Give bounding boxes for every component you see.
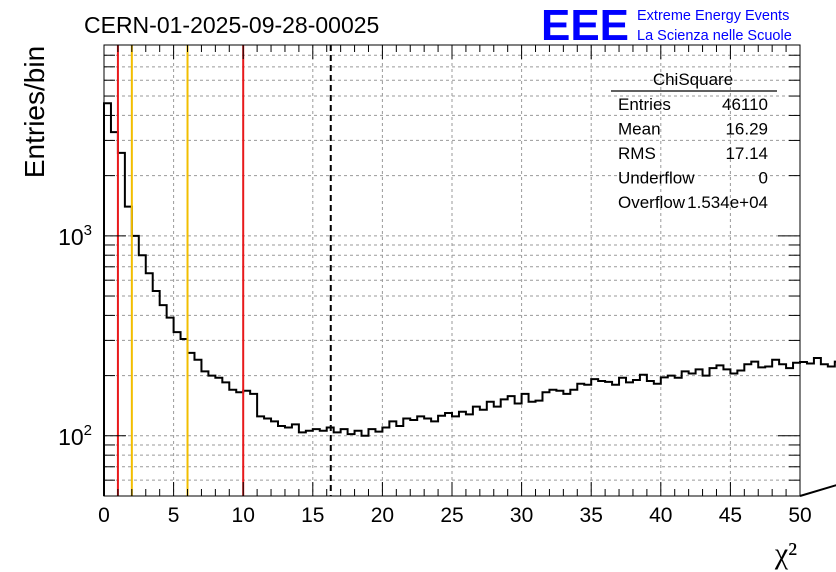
histogram-line bbox=[103, 102, 836, 497]
x-tick-label: 45 bbox=[719, 504, 742, 527]
x-tick-label: 0 bbox=[98, 504, 110, 527]
x-tick-label: 20 bbox=[371, 504, 394, 527]
x-tick-label: 50 bbox=[788, 504, 811, 527]
x-tick-label: 35 bbox=[580, 504, 603, 527]
stats-value: 0 bbox=[759, 169, 768, 188]
stats-value: 46110 bbox=[722, 95, 768, 114]
y-tick-label: 103 bbox=[58, 222, 92, 250]
stats-value: 17.14 bbox=[725, 144, 768, 163]
x-tick-label: 10 bbox=[232, 504, 255, 527]
grid-lines bbox=[104, 45, 800, 496]
x-tick-label: 15 bbox=[301, 504, 324, 527]
axis-ticks bbox=[103, 45, 801, 496]
x-tick-label: 30 bbox=[510, 504, 533, 527]
y-tick-labels: 102 103 bbox=[58, 222, 92, 450]
y-axis-title: Entries/bin bbox=[19, 46, 50, 178]
logo-line-2: La Scienza nelle Scuole bbox=[637, 28, 792, 44]
chart-title: CERN-01-2025-09-28-00025 bbox=[84, 12, 379, 38]
stats-value: 1.534e+04 bbox=[687, 193, 768, 212]
stats-value: 16.29 bbox=[725, 120, 768, 139]
eee-logo-mark: EEE bbox=[541, 1, 629, 50]
x-tick-label: 5 bbox=[168, 504, 180, 527]
x-tick-label: 40 bbox=[649, 504, 672, 527]
logo-line-1: Extreme Energy Events bbox=[637, 8, 789, 24]
stats-label: RMS bbox=[618, 144, 656, 163]
stats-label: Entries bbox=[618, 95, 671, 114]
stats-label: Overflow bbox=[618, 193, 686, 212]
x-tick-label: 25 bbox=[440, 504, 463, 527]
threshold-lines bbox=[116, 45, 332, 496]
stats-title: ChiSquare bbox=[653, 70, 733, 89]
eee-logo: EEE Extreme Energy Events La Scienza nel… bbox=[541, 1, 792, 50]
stats-label: Mean bbox=[618, 120, 661, 139]
stats-box: ChiSquare Entries 46110 Mean 16.29 RMS 17.14 U… bbox=[611, 70, 777, 212]
x-tick-labels: 0 5 10 15 20 25 30 35 40 45 50 bbox=[98, 504, 812, 527]
y-tick-label: 102 bbox=[58, 422, 92, 450]
x-axis-title: χ² bbox=[774, 537, 797, 570]
stats-label: Underflow bbox=[618, 169, 695, 188]
